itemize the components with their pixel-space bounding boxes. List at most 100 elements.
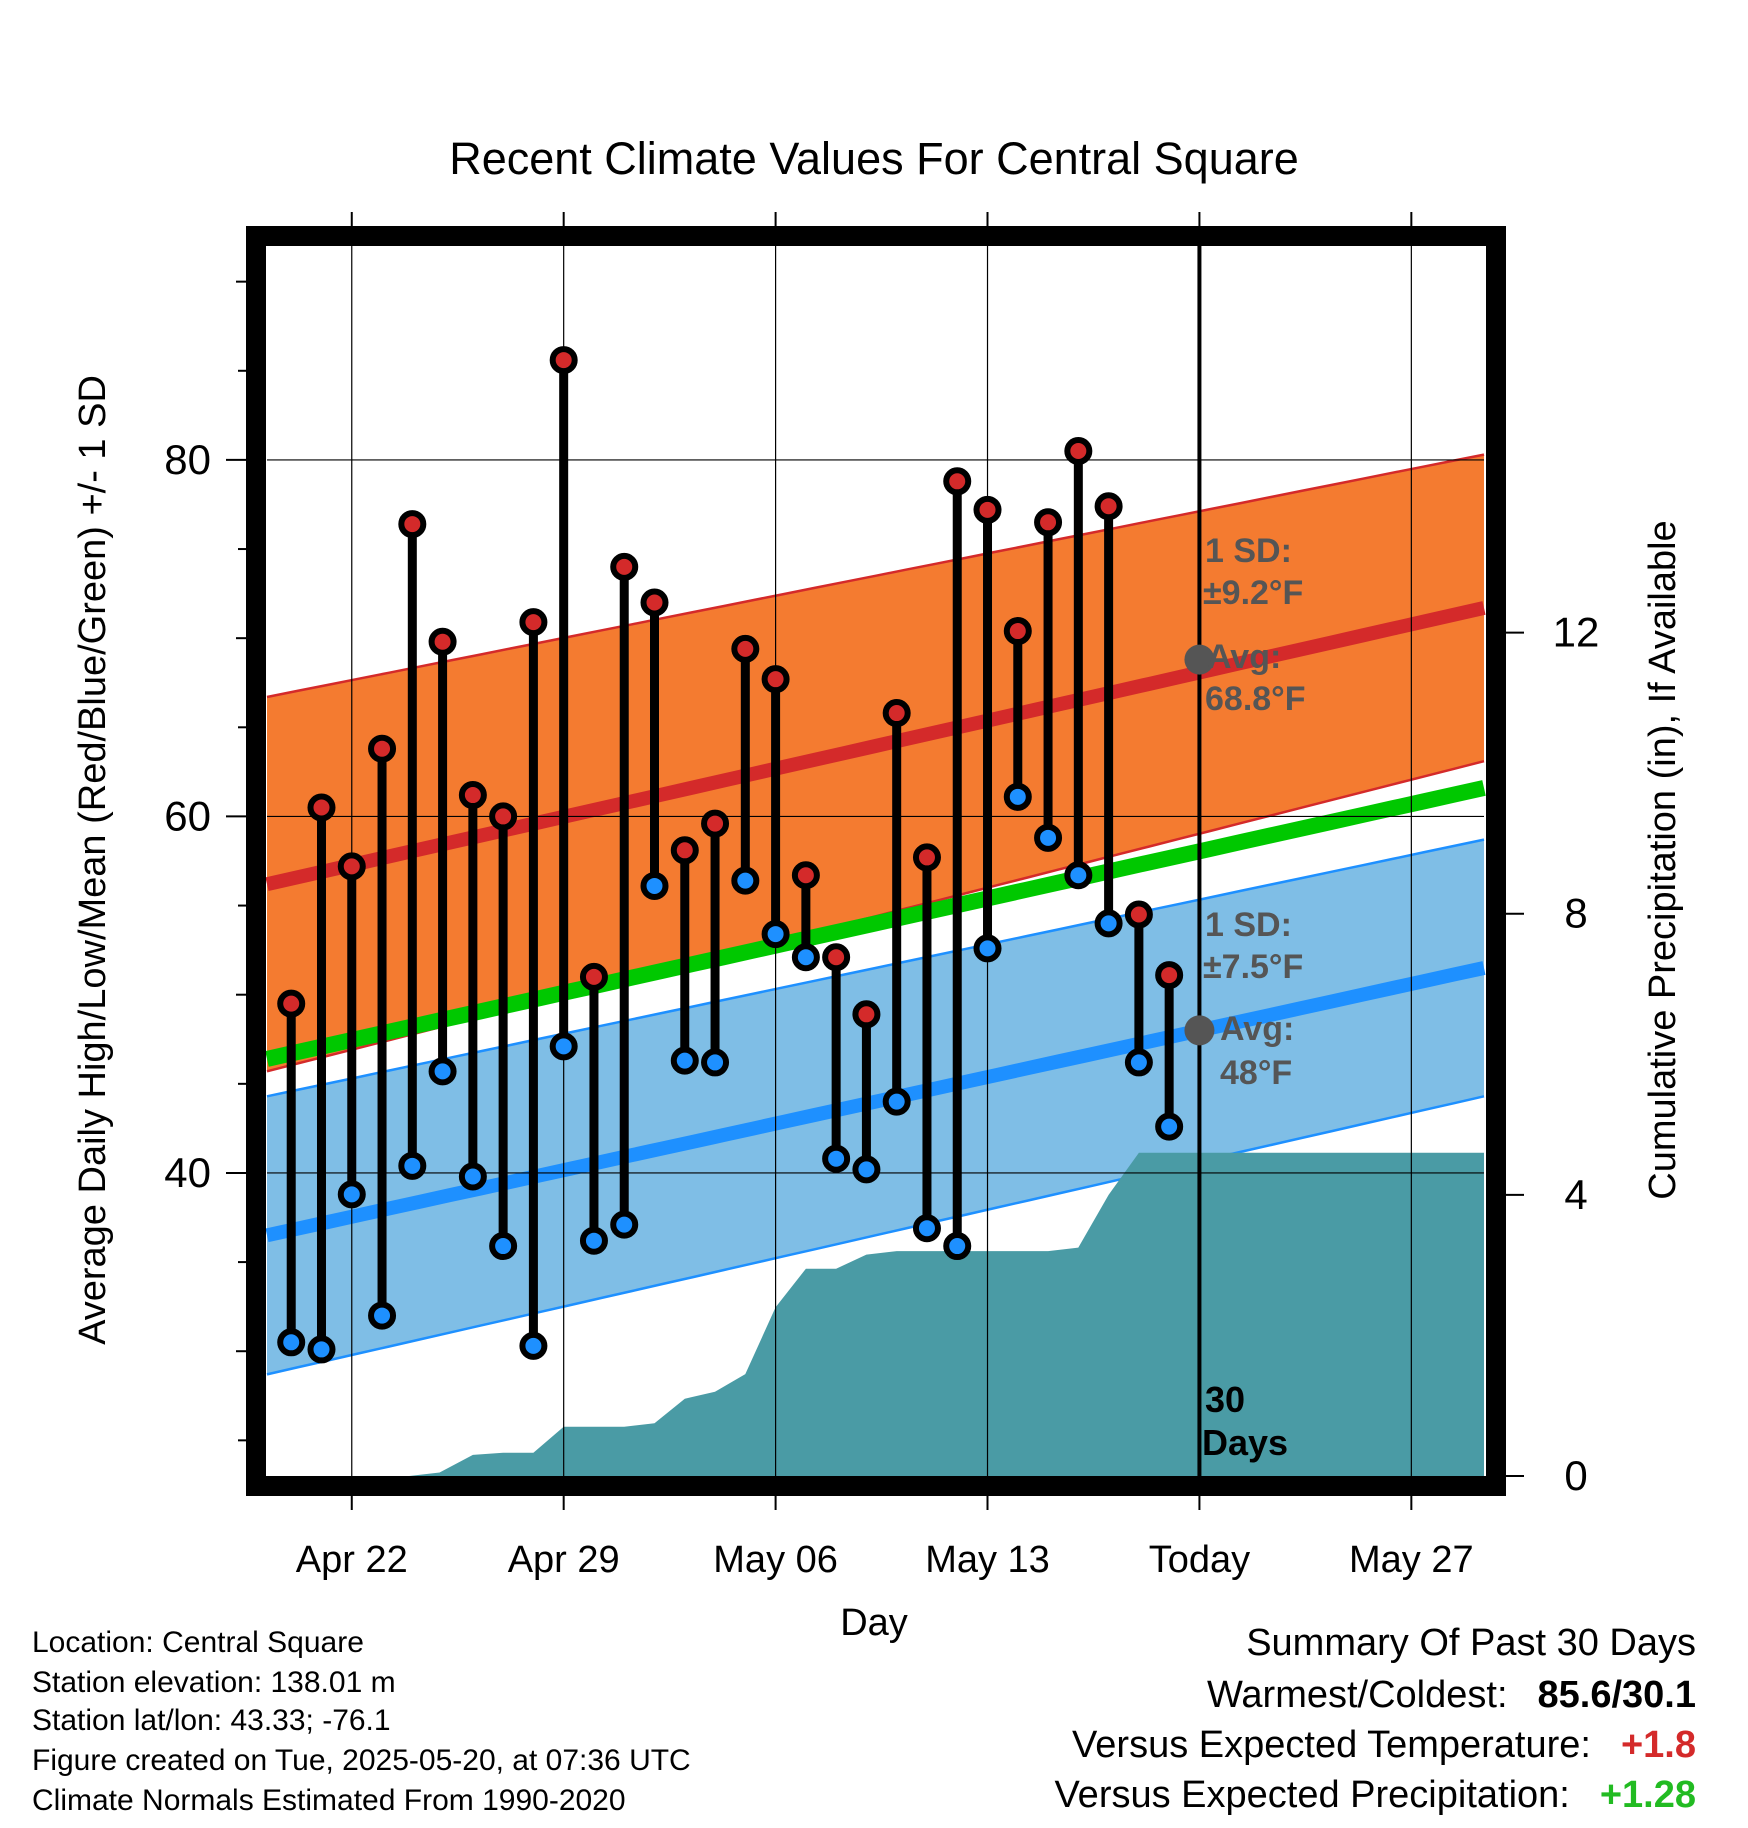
- daily-low-point: [701, 1048, 730, 1077]
- low-sd-value: ±7.5°F: [1203, 948, 1303, 986]
- high-sd-band: [267, 454, 1484, 1072]
- today-low-avg-point: [1184, 1015, 1215, 1046]
- daily-high-point: [519, 608, 548, 637]
- daily-low-point: [912, 1214, 941, 1243]
- daily-low-point: [337, 1180, 366, 1209]
- summary-temp-label: Versus Expected Temperature:: [1072, 1724, 1591, 1766]
- daily-high-point: [1003, 617, 1032, 646]
- y2-axis-label: Cumulative Precipitation (in), If Availa…: [1642, 520, 1684, 1199]
- daily-high-point: [670, 836, 699, 865]
- daily-high-point: [731, 634, 760, 663]
- daily-low-point: [1034, 823, 1063, 852]
- daily-high-point: [549, 346, 578, 375]
- plot-area: 1 SD: ±9.2°F Avg: 68.8°F 1 SD: ±7.5°F Avg: 48°F…: [164, 212, 1599, 1581]
- high-sd-upper-line: [266, 453, 1485, 699]
- info-created: Figure created on Tue, 2025-05-20, at 07…: [32, 1744, 691, 1777]
- daily-low-point: [610, 1210, 639, 1239]
- low-avg-title: Avg:: [1220, 1010, 1294, 1048]
- daily-low-point: [943, 1232, 972, 1261]
- daily-low-point: [1003, 782, 1032, 811]
- summary-precip: Versus Expected Precipitation: +1.28: [1054, 1774, 1696, 1817]
- daily-low-point: [489, 1232, 518, 1261]
- summary-warmest: Warmest/Coldest: 85.6/30.1: [1207, 1674, 1696, 1717]
- daily-low-point: [882, 1087, 911, 1116]
- daily-low-point: [277, 1328, 306, 1357]
- daily-low-point: [1124, 1048, 1153, 1077]
- daily-low-point: [791, 943, 820, 972]
- y-tick-label: 60: [164, 792, 211, 839]
- summary-precip-value: +1.28: [1599, 1774, 1696, 1816]
- daily-high-point: [791, 861, 820, 890]
- daily-low-point: [458, 1162, 487, 1191]
- daily-high-point: [307, 793, 336, 822]
- daily-high-point: [458, 781, 487, 810]
- today-high-avg-point: [1184, 644, 1215, 675]
- daily-high-point: [579, 962, 608, 991]
- x-tick-label: May 06: [713, 1539, 838, 1581]
- daily-high-point: [1155, 961, 1184, 990]
- daily-low-point: [1155, 1112, 1184, 1141]
- info-location: Location: Central Square: [32, 1626, 364, 1659]
- daily-low-point: [1094, 909, 1123, 938]
- daily-high-point: [882, 699, 911, 728]
- y2-tick-label: 4: [1564, 1171, 1587, 1218]
- daily-high-point: [701, 809, 730, 838]
- plot-frame: [246, 226, 1506, 1496]
- high-sd-value: ±9.2°F: [1203, 574, 1303, 612]
- x-axis-label: Day: [840, 1602, 908, 1644]
- x-tick-label: May 27: [1349, 1539, 1474, 1581]
- y2-tick-label: 12: [1553, 609, 1600, 656]
- high-avg-title: Avg:: [1207, 638, 1281, 676]
- x-tick-label: Apr 29: [508, 1539, 620, 1581]
- daily-high-point: [398, 510, 427, 539]
- daily-low-point: [368, 1301, 397, 1330]
- normal-low-line: [265, 961, 1486, 1243]
- summary-temp-value: +1.8: [1620, 1724, 1696, 1766]
- daily-high-point: [610, 552, 639, 581]
- y2-tick-label: 0: [1564, 1452, 1587, 1499]
- daily-low-point: [428, 1057, 457, 1086]
- daily-high-point: [1064, 437, 1093, 465]
- daily-low-point: [670, 1046, 699, 1075]
- low-sd-lower-line: [266, 1095, 1485, 1376]
- daily-low-point: [398, 1151, 427, 1180]
- daily-low-point: [822, 1144, 851, 1173]
- daily-low-point: [1064, 861, 1093, 890]
- daily-low-point: [549, 1032, 578, 1061]
- low-sd-title: 1 SD:: [1205, 906, 1292, 944]
- x-tick-label: May 13: [925, 1539, 1050, 1581]
- low-avg-value: 48°F: [1220, 1054, 1292, 1092]
- x-tick-label: Apr 22: [296, 1539, 408, 1581]
- info-normals: Climate Normals Estimated From 1990-2020: [32, 1784, 626, 1817]
- daily-high-point: [761, 665, 790, 694]
- info-elevation: Station elevation: 138.01 m: [32, 1666, 396, 1699]
- y-axis-label: Average Daily High/Low/Mean (Red/Blue/Gr…: [72, 375, 114, 1345]
- daily-high-point: [912, 843, 941, 872]
- daily-high-point: [640, 588, 669, 617]
- daily-low-point: [973, 934, 1002, 963]
- days-label: Days: [1202, 1422, 1288, 1463]
- info-latlon: Station lat/lon: 43.33; -76.1: [32, 1704, 391, 1737]
- daily-low-point: [761, 920, 790, 949]
- summary-warmest-label: Warmest/Coldest:: [1206, 1674, 1508, 1716]
- summary-temp: Versus Expected Temperature: +1.8: [1072, 1724, 1696, 1767]
- daily-high-point: [277, 989, 306, 1018]
- daily-high-point: [489, 802, 518, 831]
- y2-tick-label: 8: [1564, 890, 1587, 937]
- summary-precip-label: Versus Expected Precipitation:: [1054, 1774, 1570, 1816]
- summary-warmest-value: 85.6/30.1: [1537, 1674, 1696, 1716]
- daily-high-point: [428, 627, 457, 656]
- daily-high-point: [943, 467, 972, 496]
- daily-high-point: [1034, 508, 1063, 537]
- daily-high-point: [337, 852, 366, 881]
- summary-title: Summary Of Past 30 Days: [1246, 1622, 1696, 1664]
- daily-low-point: [307, 1335, 336, 1364]
- chart-title: Recent Climate Values For Central Square: [449, 133, 1299, 184]
- daily-low-point: [519, 1331, 548, 1360]
- daily-high-point: [852, 1000, 881, 1029]
- daily-low-point: [852, 1155, 881, 1184]
- high-sd-title: 1 SD:: [1205, 532, 1292, 570]
- x-tick-label: Today: [1149, 1539, 1250, 1581]
- daily-high-point: [368, 734, 397, 763]
